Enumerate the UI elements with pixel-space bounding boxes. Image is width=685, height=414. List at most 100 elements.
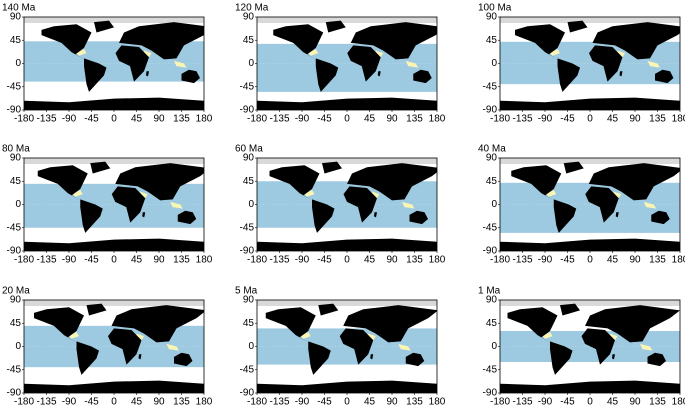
polar-ice (257, 300, 437, 306)
y-tick-label: 0 (491, 341, 497, 352)
y-tick-label: 90 (243, 295, 255, 306)
y-tick-label: 90 (243, 12, 255, 23)
x-tick-label: -90 (538, 255, 553, 266)
x-tick-label: 45 (364, 255, 376, 266)
x-tick-label: 0 (587, 114, 593, 125)
x-tick-label: 180 (672, 114, 685, 125)
x-tick-label: -45 (317, 255, 332, 266)
x-tick-label: 180 (672, 255, 685, 266)
y-tick-label: -45 (483, 222, 498, 233)
x-tick-label: -135 (512, 114, 532, 125)
x-tick-label: -135 (512, 255, 532, 266)
y-tick-label: -90 (240, 105, 255, 116)
y-tick-label: -45 (7, 364, 22, 375)
map-panel: 100 Ma-180-135-90-4504590135180-90-45045… (478, 3, 685, 125)
y-tick-label: 90 (10, 153, 22, 164)
y-tick-label: 0 (491, 58, 497, 69)
x-tick-label: 0 (587, 255, 593, 266)
y-tick-label: 0 (15, 341, 21, 352)
x-tick-label: 45 (607, 397, 619, 408)
x-tick-label: -45 (317, 114, 332, 125)
y-tick-label: 90 (243, 153, 255, 164)
y-tick-label: -90 (7, 388, 22, 399)
map-area (500, 158, 684, 251)
x-tick-label: -135 (36, 114, 56, 125)
x-tick-label: 135 (406, 397, 423, 408)
x-tick-label: 180 (429, 114, 446, 125)
x-tick-label: -45 (317, 397, 332, 408)
x-tick-label: -90 (62, 255, 77, 266)
x-tick-label: 135 (649, 114, 666, 125)
y-tick-label: 90 (10, 12, 22, 23)
map-area (257, 158, 442, 251)
polar-ice (257, 158, 437, 164)
x-tick-label: 180 (196, 397, 213, 408)
x-tick-label: 180 (196, 114, 213, 125)
x-tick-label: 0 (111, 397, 117, 408)
x-tick-label: 45 (131, 255, 143, 266)
y-tick-label: 0 (491, 199, 497, 210)
map-area (500, 17, 685, 110)
x-tick-label: -135 (269, 397, 289, 408)
x-tick-label: 90 (629, 114, 641, 125)
x-tick-label: 0 (344, 255, 350, 266)
y-tick-label: 45 (243, 176, 255, 187)
x-tick-label: 180 (429, 255, 446, 266)
y-tick-label: 90 (486, 153, 498, 164)
y-tick-label: 90 (486, 12, 498, 23)
x-tick-label: 180 (196, 255, 213, 266)
x-tick-label: 45 (364, 114, 376, 125)
x-tick-label: 135 (649, 397, 666, 408)
x-tick-label: 0 (587, 397, 593, 408)
x-tick-label: -90 (538, 397, 553, 408)
y-tick-label: 45 (10, 35, 22, 46)
y-tick-label: 0 (248, 341, 254, 352)
x-tick-label: 135 (173, 397, 190, 408)
polar-ice (500, 158, 680, 164)
y-tick-label: -45 (483, 364, 498, 375)
x-tick-label: 135 (173, 255, 190, 266)
y-tick-label: 0 (15, 58, 21, 69)
y-tick-label: -90 (483, 246, 498, 257)
x-tick-label: -45 (84, 114, 99, 125)
y-tick-label: -45 (240, 81, 255, 92)
x-tick-label: 0 (344, 397, 350, 408)
polar-ice (24, 300, 204, 306)
x-tick-label: 90 (386, 255, 398, 266)
map-area (257, 300, 438, 393)
polar-ice (500, 17, 680, 23)
x-tick-label: 135 (406, 255, 423, 266)
x-tick-label: 90 (153, 114, 165, 125)
x-tick-label: 90 (629, 397, 641, 408)
x-tick-label: 45 (364, 397, 376, 408)
x-tick-label: -90 (295, 397, 310, 408)
x-tick-label: -135 (512, 397, 532, 408)
y-tick-label: -45 (483, 81, 498, 92)
x-tick-label: 90 (629, 255, 641, 266)
y-tick-label: 0 (248, 199, 254, 210)
x-tick-label: -135 (36, 397, 56, 408)
y-tick-label: 45 (10, 318, 22, 329)
y-tick-label: 0 (15, 199, 21, 210)
x-tick-label: -135 (36, 255, 56, 266)
x-tick-label: 135 (406, 114, 423, 125)
x-tick-label: 0 (111, 114, 117, 125)
y-tick-label: -45 (240, 222, 255, 233)
polar-ice (257, 17, 437, 23)
x-tick-label: -135 (269, 255, 289, 266)
y-tick-label: -90 (240, 246, 255, 257)
x-tick-label: 45 (131, 397, 143, 408)
x-tick-label: -135 (269, 114, 289, 125)
x-tick-label: 90 (386, 397, 398, 408)
map-area (500, 300, 680, 393)
y-tick-label: -45 (7, 222, 22, 233)
polar-ice (500, 300, 680, 306)
y-tick-label: -90 (7, 105, 22, 116)
x-tick-label: 90 (386, 114, 398, 125)
